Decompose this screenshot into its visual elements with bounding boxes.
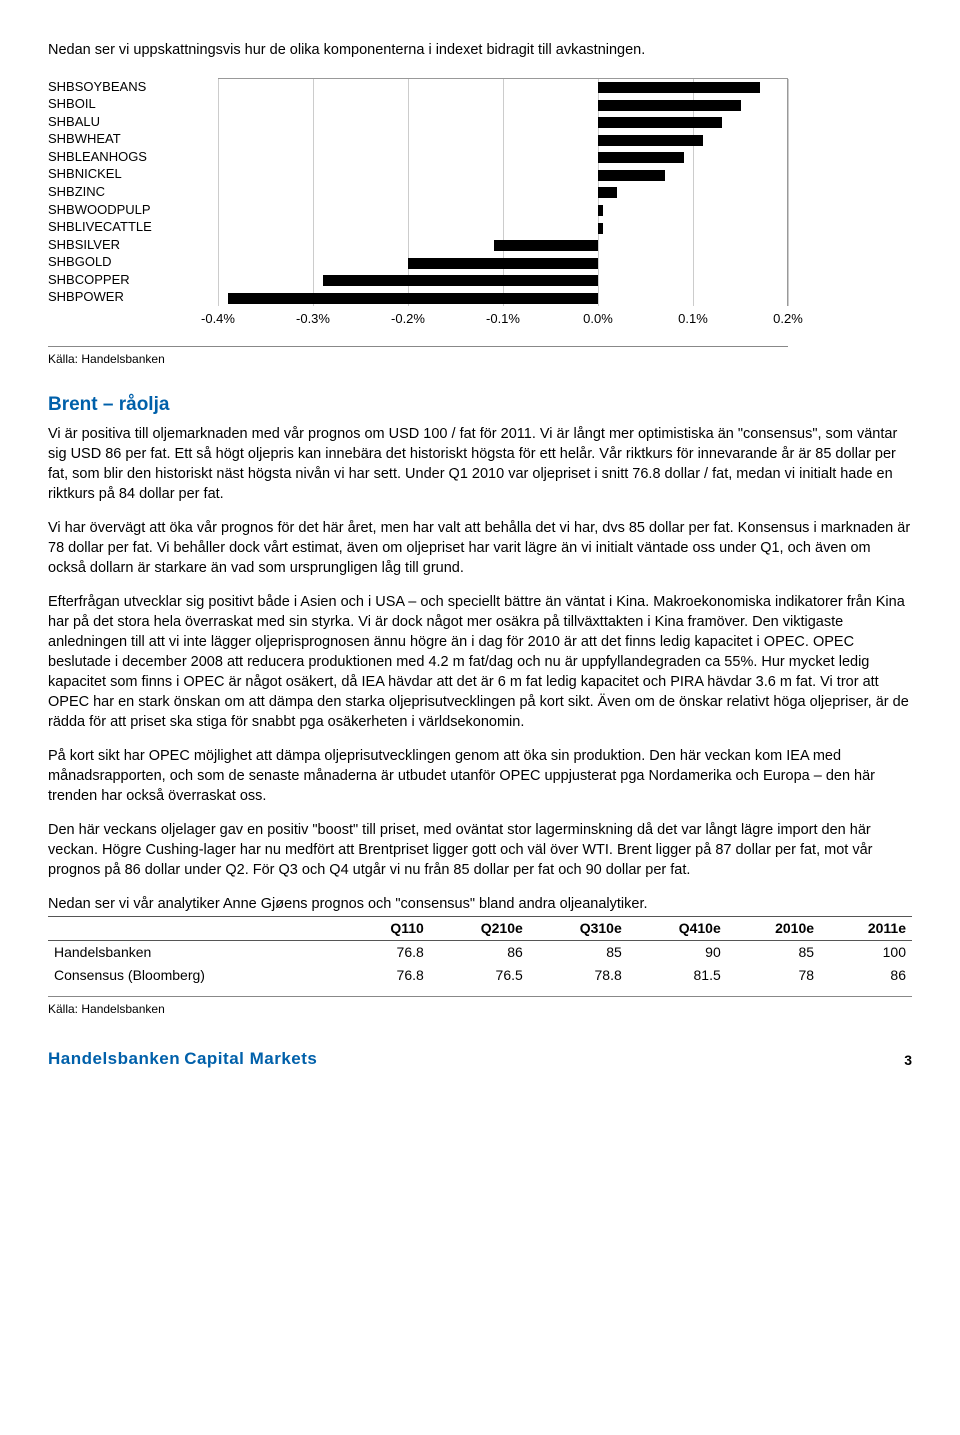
chart-bar: [598, 82, 760, 93]
table-cell: 85: [727, 941, 820, 965]
table-row: Handelsbanken76.886859085100: [48, 941, 912, 965]
table-header: Q110: [347, 916, 430, 940]
chart-bar: [598, 152, 684, 163]
table-cell: 76.8: [347, 964, 430, 987]
chart-category-label: SHBNICKEL: [48, 166, 208, 184]
chart-category-label: SHBZINC: [48, 183, 208, 201]
table-cell: 86: [820, 964, 912, 987]
brand-logo: Handelsbanken Capital Markets: [48, 1047, 317, 1070]
chart-bar: [598, 117, 722, 128]
x-tick-label: -0.2%: [391, 310, 425, 328]
chart-bar: [598, 100, 741, 111]
chart-bar: [598, 187, 617, 198]
table-header: Q210e: [430, 916, 529, 940]
table-cell: 81.5: [628, 964, 727, 987]
table-header: 2011e: [820, 916, 912, 940]
chart-category-label: SHBWOODPULP: [48, 201, 208, 219]
x-tick-label: -0.3%: [296, 310, 330, 328]
x-tick-label: 0.0%: [583, 310, 613, 328]
chart-category-label: SHBWHEAT: [48, 131, 208, 149]
x-tick-label: -0.1%: [486, 310, 520, 328]
table-cell: 76.5: [430, 964, 529, 987]
chart-bar: [598, 205, 603, 216]
chart-category-label: SHBSILVER: [48, 236, 208, 254]
body-paragraph: På kort sikt har OPEC möjlighet att dämp…: [48, 746, 912, 806]
table-cell: 78: [727, 964, 820, 987]
chart-bar: [408, 258, 598, 269]
chart-category-label: SHBPOWER: [48, 288, 208, 306]
chart-category-label: SHBSOYBEANS: [48, 78, 208, 96]
x-tick-label: 0.2%: [773, 310, 803, 328]
forecast-table: Q110Q210eQ310eQ410e2010e2011e Handelsban…: [48, 916, 912, 988]
table-header: Q410e: [628, 916, 727, 940]
body-paragraph: Vi har övervägt att öka vår prognos för …: [48, 518, 912, 578]
chart-bar: [598, 223, 603, 234]
chart-category-label: SHBALU: [48, 113, 208, 131]
chart-bar: [228, 293, 599, 304]
section-title: Brent – råolja: [48, 392, 912, 418]
chart-category-label: SHBGOLD: [48, 253, 208, 271]
body-paragraph: Vi är positiva till oljemarknaden med vå…: [48, 424, 912, 504]
table-cell: 78.8: [529, 964, 628, 987]
forecast-intro: Nedan ser vi vår analytiker Anne Gjøens …: [48, 894, 912, 914]
table-header: 2010e: [727, 916, 820, 940]
table-header: Q310e: [529, 916, 628, 940]
page-number: 3: [904, 1051, 912, 1070]
chart-category-label: SHBCOPPER: [48, 271, 208, 289]
table-cell: 86: [430, 941, 529, 965]
contribution-chart: SHBSOYBEANSSHBOILSHBALUSHBWHEATSHBLEANHO…: [48, 78, 912, 306]
table-header: [48, 916, 347, 940]
intro-text: Nedan ser vi uppskattningsvis hur de oli…: [48, 40, 912, 60]
chart-bar: [598, 135, 703, 146]
table-cell: 85: [529, 941, 628, 965]
table-cell: 76.8: [347, 941, 430, 965]
chart-source: Källa: Handelsbanken: [48, 346, 788, 368]
table-cell: 100: [820, 941, 912, 965]
chart-bar: [323, 275, 599, 286]
chart-category-label: SHBLIVECATTLE: [48, 218, 208, 236]
body-paragraph: Den här veckans oljelager gav en positiv…: [48, 820, 912, 880]
x-tick-label: -0.4%: [201, 310, 235, 328]
gridline: [788, 79, 789, 306]
chart-bar: [598, 170, 665, 181]
table-cell: Consensus (Bloomberg): [48, 964, 347, 987]
chart-bar: [494, 240, 599, 251]
chart-category-label: SHBLEANHOGS: [48, 148, 208, 166]
table-source: Källa: Handelsbanken: [48, 996, 912, 1018]
body-paragraph: Efterfrågan utvecklar sig positivt både …: [48, 592, 912, 732]
table-cell: Handelsbanken: [48, 941, 347, 965]
chart-category-label: SHBOIL: [48, 96, 208, 114]
table-row: Consensus (Bloomberg)76.876.578.881.5788…: [48, 964, 912, 987]
table-cell: 90: [628, 941, 727, 965]
x-tick-label: 0.1%: [678, 310, 708, 328]
